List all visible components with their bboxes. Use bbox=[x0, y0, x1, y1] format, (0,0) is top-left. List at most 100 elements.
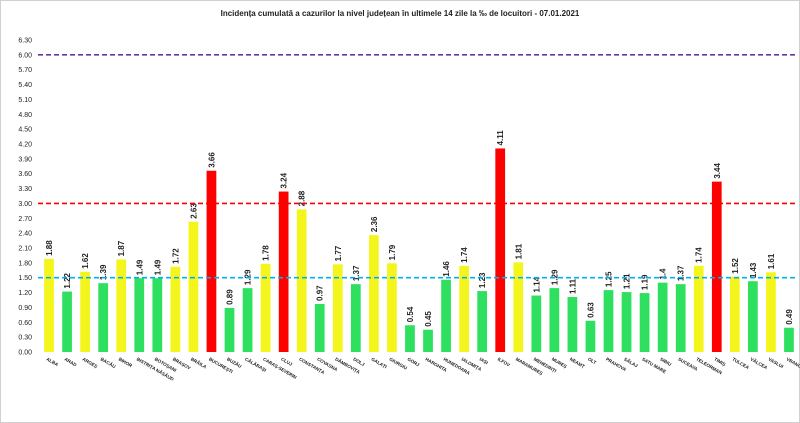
y-tick-label: 1.50 bbox=[18, 275, 32, 282]
value-label: 0.54 bbox=[406, 306, 415, 322]
bar bbox=[567, 297, 578, 352]
value-label: 1.22 bbox=[63, 272, 72, 288]
value-label: 1.79 bbox=[388, 244, 397, 260]
bar bbox=[495, 148, 506, 352]
bar bbox=[621, 292, 632, 352]
y-tick-label: 4.20 bbox=[18, 142, 32, 149]
value-label: 1.61 bbox=[767, 253, 776, 269]
value-label: 1.37 bbox=[352, 265, 361, 281]
y-tick-label: 0.60 bbox=[18, 320, 32, 327]
value-label: 1.81 bbox=[514, 243, 523, 259]
bar bbox=[260, 263, 271, 352]
bar bbox=[116, 259, 127, 352]
value-label: 0.89 bbox=[226, 289, 235, 305]
bar bbox=[441, 279, 451, 352]
x-tick-label: TIMIȘ bbox=[713, 357, 727, 368]
x-tick-label: CLUJ bbox=[280, 357, 293, 368]
value-label: 3.24 bbox=[280, 172, 289, 188]
bar bbox=[314, 303, 325, 352]
value-label: 1.37 bbox=[677, 265, 686, 281]
y-tick-label: 5.40 bbox=[18, 82, 32, 89]
y-tick-label: 0.00 bbox=[18, 350, 32, 357]
y-tick-label: 1.80 bbox=[18, 260, 32, 267]
bar bbox=[459, 265, 469, 352]
value-label: 1.11 bbox=[568, 278, 577, 294]
value-label: 1.39 bbox=[99, 264, 108, 280]
bar bbox=[98, 283, 109, 352]
bar bbox=[423, 329, 433, 352]
bar bbox=[748, 281, 758, 352]
value-label: 1.23 bbox=[478, 272, 487, 288]
bar bbox=[711, 181, 722, 352]
y-tick-label: 2.10 bbox=[18, 246, 32, 253]
bar bbox=[784, 327, 794, 352]
y-tick-label: 4.50 bbox=[18, 127, 32, 134]
bar bbox=[603, 290, 614, 352]
bar bbox=[224, 307, 235, 352]
value-label: 3.66 bbox=[207, 152, 216, 168]
value-label: 0.45 bbox=[424, 311, 433, 327]
value-label: 0.63 bbox=[586, 302, 595, 318]
bar bbox=[170, 266, 181, 352]
value-label: 1.25 bbox=[605, 271, 614, 287]
bar bbox=[387, 263, 397, 352]
bar bbox=[62, 291, 72, 352]
bar bbox=[350, 284, 361, 352]
value-label: 1.46 bbox=[442, 261, 451, 277]
y-tick-label: 6.30 bbox=[18, 38, 32, 45]
y-tick-label: 0.30 bbox=[18, 335, 32, 342]
value-label: 1.78 bbox=[262, 245, 271, 261]
y-tick-label: 5.10 bbox=[18, 97, 32, 104]
value-label: 1.52 bbox=[731, 258, 740, 274]
bar bbox=[513, 262, 524, 352]
x-tick-label: OLT bbox=[587, 357, 597, 366]
value-label: 4.11 bbox=[496, 130, 505, 146]
bar bbox=[152, 278, 163, 352]
bar bbox=[639, 293, 650, 352]
bar bbox=[296, 209, 307, 352]
bar bbox=[369, 235, 379, 352]
bar bbox=[531, 295, 542, 352]
x-tick-label: SIBIU bbox=[659, 357, 673, 368]
bar bbox=[188, 221, 199, 352]
bar bbox=[766, 272, 776, 352]
bar bbox=[549, 288, 560, 352]
value-label: 1.74 bbox=[695, 247, 704, 263]
y-tick-label: 5.70 bbox=[18, 67, 32, 74]
value-label: 1.74 bbox=[460, 247, 469, 263]
y-tick-label: 2.70 bbox=[18, 216, 32, 223]
x-tick-label: IAȘI bbox=[478, 357, 489, 367]
bar bbox=[477, 291, 488, 352]
bar bbox=[675, 284, 686, 352]
x-tick-label: ARAD bbox=[64, 357, 79, 368]
value-label: 0.49 bbox=[785, 309, 794, 325]
value-label: 3.44 bbox=[713, 163, 722, 179]
value-label: 2.63 bbox=[189, 203, 198, 219]
value-label: 1.4 bbox=[659, 268, 668, 280]
bar bbox=[278, 191, 289, 352]
bar bbox=[80, 271, 90, 352]
value-label: 1.62 bbox=[81, 253, 90, 269]
value-label: 2.36 bbox=[370, 216, 379, 232]
value-label: 1.14 bbox=[532, 276, 541, 292]
y-tick-label: 3.00 bbox=[18, 201, 32, 208]
value-label: 2.88 bbox=[298, 190, 307, 206]
y-tick-label: 0.90 bbox=[18, 305, 32, 312]
value-label: 0.97 bbox=[316, 285, 325, 301]
value-label: 1.21 bbox=[623, 273, 632, 289]
bar bbox=[206, 170, 217, 352]
value-label: 1.43 bbox=[749, 262, 758, 278]
bar bbox=[332, 264, 343, 352]
y-tick-label: 3.30 bbox=[18, 186, 32, 193]
x-tick-label: DOLJ bbox=[352, 357, 365, 368]
value-label: 1.88 bbox=[45, 240, 54, 256]
y-tick-label: 6.00 bbox=[18, 52, 32, 59]
y-tick-label: 3.90 bbox=[18, 156, 32, 163]
y-tick-label: 4.80 bbox=[18, 112, 32, 119]
value-label: 1.77 bbox=[334, 245, 343, 261]
x-tick-label: ILFOV bbox=[497, 357, 512, 369]
bar bbox=[242, 288, 253, 352]
bar bbox=[134, 278, 145, 352]
